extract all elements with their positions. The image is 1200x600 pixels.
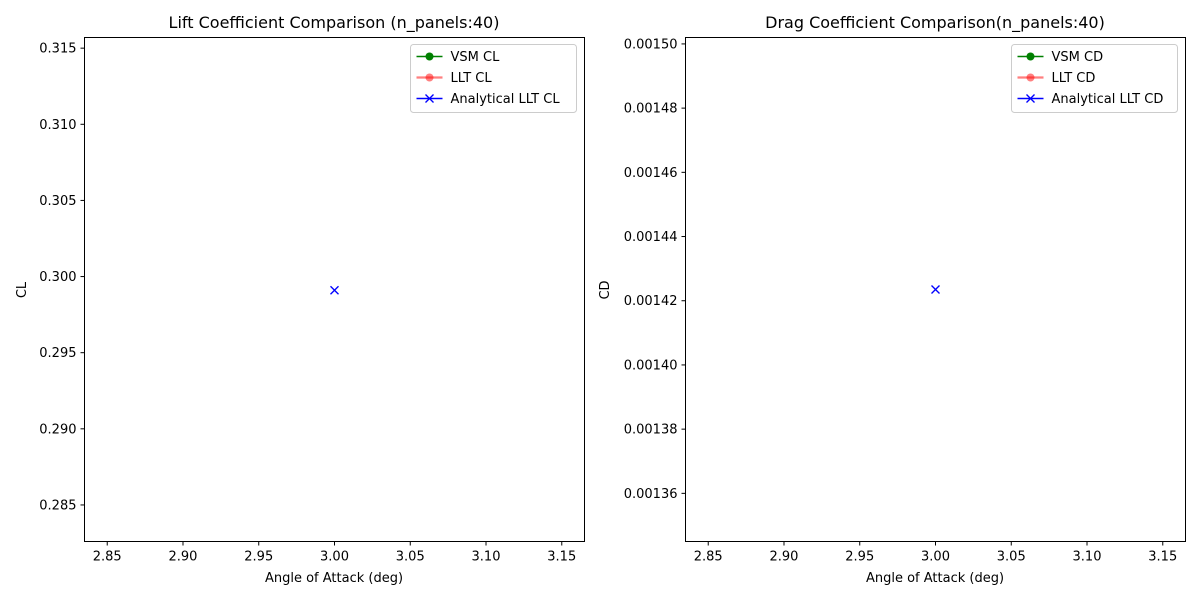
x-tick-label: 2.85 [93, 550, 122, 565]
legend: VSM CD LLT CD Analytical LLT CD [1011, 44, 1178, 113]
legend-entry: LLT CL [416, 71, 493, 86]
data-point [931, 285, 940, 294]
axes-frame [84, 37, 585, 542]
legend-marker-stroke [425, 94, 434, 103]
legend-label: Analytical LLT CL [451, 92, 561, 107]
x-tick-label: 2.95 [244, 550, 273, 565]
legend-label: VSM CD [1052, 50, 1104, 65]
legend-marker [425, 73, 434, 82]
y-tick-label: 0.00150 [624, 37, 678, 52]
legend-entry: VSM CL [416, 50, 501, 65]
legend-marker [425, 52, 434, 61]
y-tick-label: 0.00142 [624, 294, 678, 309]
x-tick-label: 2.95 [845, 550, 874, 565]
data-point-stroke [931, 285, 940, 294]
chart-title: Lift Coefficient Comparison (n_panels:40… [169, 13, 500, 33]
y-tick-label: 0.00148 [624, 102, 678, 117]
y-tick-label: 0.00140 [624, 358, 678, 373]
legend-entry: Analytical LLT CL [416, 92, 561, 107]
y-tick-label: 0.305 [39, 194, 76, 209]
x-tick-label: 3.00 [921, 550, 950, 565]
legend-marker [1026, 94, 1035, 103]
legend-marker-stroke [1026, 94, 1035, 103]
legend-label: VSM CL [451, 50, 501, 65]
legend-marker [425, 94, 434, 103]
x-tick-label: 3.10 [1073, 550, 1102, 565]
y-tick-label: 0.300 [39, 270, 76, 285]
y-axis-label: CD [598, 280, 613, 299]
legend: VSM CL LLT CL Analytical LLT CL [410, 44, 577, 113]
legend-entry: VSM CD [1017, 50, 1104, 65]
x-tick-label: 2.90 [169, 550, 198, 565]
legend-label: LLT CL [451, 71, 493, 86]
y-tick-label: 0.00146 [624, 166, 678, 181]
axis-ticks: 2.85 2.90 2.95 3.00 3.05 3.10 3.15 0.00136 0.001… [624, 37, 1178, 564]
chart-title: Drag Coefficient Comparison(n_panels:40) [765, 13, 1105, 33]
x-tick-label: 3.00 [320, 550, 349, 565]
x-tick-label: 3.05 [997, 550, 1026, 565]
y-tick-label: 0.00136 [624, 487, 678, 502]
y-tick-label: 0.310 [39, 118, 76, 133]
x-tick-label: 3.15 [1148, 550, 1177, 565]
lift-chart: Lift Coefficient Comparison (n_panels:40… [15, 13, 585, 586]
drag-chart: Drag Coefficient Comparison(n_panels:40)… [598, 13, 1186, 586]
x-axis-label: Angle of Attack (deg) [265, 571, 403, 586]
y-tick-label: 0.00144 [624, 230, 678, 245]
y-tick-label: 0.315 [39, 42, 76, 57]
y-tick-label: 0.285 [39, 498, 76, 513]
data-point-stroke [330, 285, 339, 295]
data-point [330, 285, 339, 295]
x-tick-label: 3.10 [472, 550, 501, 565]
legend-marker [1026, 52, 1035, 61]
legend-box [1011, 44, 1178, 113]
legend-marker [1026, 73, 1035, 82]
y-tick-label: 0.290 [39, 422, 76, 437]
x-tick-label: 2.90 [770, 550, 799, 565]
legend-entry: Analytical LLT CD [1017, 92, 1164, 107]
x-tick-label: 3.05 [396, 550, 425, 565]
legend-label: Analytical LLT CD [1052, 92, 1164, 107]
legend-box [410, 44, 577, 113]
legend-entry: LLT CD [1017, 71, 1096, 86]
axis-ticks: 2.85 2.90 2.95 3.00 3.05 3.10 3.15 0.285 0.290 0.… [39, 42, 576, 565]
y-axis-label: CL [15, 281, 30, 298]
plot-marks [931, 285, 940, 294]
legend-label: LLT CD [1052, 71, 1096, 86]
plot-marks [330, 285, 339, 295]
y-tick-label: 0.00138 [624, 423, 678, 438]
x-axis-label: Angle of Attack (deg) [866, 571, 1004, 586]
x-tick-label: 2.85 [694, 550, 723, 565]
x-tick-label: 3.15 [547, 550, 576, 565]
axes-frame [685, 37, 1186, 542]
y-tick-label: 0.295 [39, 346, 76, 361]
